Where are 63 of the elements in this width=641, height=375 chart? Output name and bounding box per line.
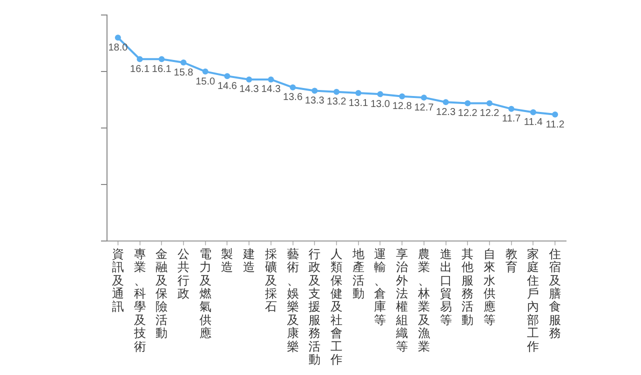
- data-label: 15.0: [196, 76, 216, 88]
- point: [136, 56, 143, 62]
- x-tick-label: 教育: [505, 246, 518, 274]
- point: [246, 76, 252, 82]
- data-label: 16.1: [152, 64, 172, 75]
- x-tick-label: 專業、科學及技術: [132, 246, 146, 354]
- x-tick-label: 享治外法權組織等: [395, 246, 408, 354]
- data-label: 11.7: [502, 114, 522, 125]
- data-label: 12.2: [458, 108, 478, 119]
- x-tick-label: 電力及燃氣供應: [199, 246, 212, 340]
- x-tick-label: 家庭住戶內部工作: [526, 246, 540, 354]
- data-label: 11.2: [546, 119, 565, 130]
- point: [399, 93, 406, 100]
- x-tick-label: 其他服務活動: [462, 246, 474, 327]
- data-label: 14.3: [261, 84, 282, 96]
- point: [442, 99, 449, 106]
- x-tick-label: 公共行政: [178, 246, 190, 301]
- point: [334, 88, 340, 95]
- data-label: 13.3: [304, 96, 325, 107]
- point: [312, 88, 318, 94]
- x-tick-label: 農業、林業及漁業: [416, 246, 430, 354]
- point: [530, 109, 536, 116]
- data-label: 13.0: [370, 98, 390, 110]
- data-label: 13.6: [283, 92, 303, 104]
- point: [202, 68, 208, 75]
- data-label: 13.2: [326, 96, 347, 108]
- point: [377, 91, 384, 98]
- x-tick-label: 金融及保險活動: [156, 246, 168, 340]
- x-tick-label: 住宿及膳食服務: [548, 246, 562, 340]
- data-label: 14.6: [217, 80, 238, 92]
- category-label: 人類保健及社會工作: [330, 246, 342, 367]
- data-label: 12.2: [480, 108, 500, 119]
- point: [158, 56, 165, 62]
- point: [552, 112, 558, 118]
- data-label: 13.1: [348, 98, 369, 109]
- data-label: 11.4: [524, 117, 544, 128]
- x-tick-label: 運輸、倉庫等: [374, 246, 386, 327]
- point: [290, 84, 296, 90]
- data-label: 16.1: [130, 64, 150, 75]
- point: [420, 94, 427, 101]
- point: [224, 73, 230, 80]
- data-label: 12.3: [436, 106, 456, 118]
- x-tick-label: 藝術、娛樂及康樂: [286, 246, 299, 354]
- x-tick-label: 建造: [242, 246, 256, 274]
- x-tick-label: 資訊及通訊: [112, 246, 124, 314]
- data-label: 12.7: [414, 102, 434, 114]
- x-tick-label: 製造: [221, 246, 234, 274]
- point: [355, 90, 362, 96]
- point: [464, 100, 471, 106]
- x-tick-label: 進出口貿易等: [440, 246, 452, 327]
- data-label: 15.8: [174, 67, 194, 78]
- x-tick-label: 採礦及採石: [264, 246, 277, 314]
- point: [486, 100, 492, 106]
- point: [508, 106, 514, 112]
- x-tick-label: 自來水供應等: [484, 246, 496, 327]
- x-tick-label: 地產活動: [351, 246, 364, 301]
- data-label: 14.3: [239, 84, 260, 96]
- point: [268, 76, 274, 82]
- data-label: 12.8: [392, 101, 412, 112]
- category-label: 行政及支援服務活動: [308, 246, 321, 367]
- data-label: 18.0: [108, 42, 128, 54]
- point: [180, 60, 186, 66]
- point: [114, 34, 121, 41]
